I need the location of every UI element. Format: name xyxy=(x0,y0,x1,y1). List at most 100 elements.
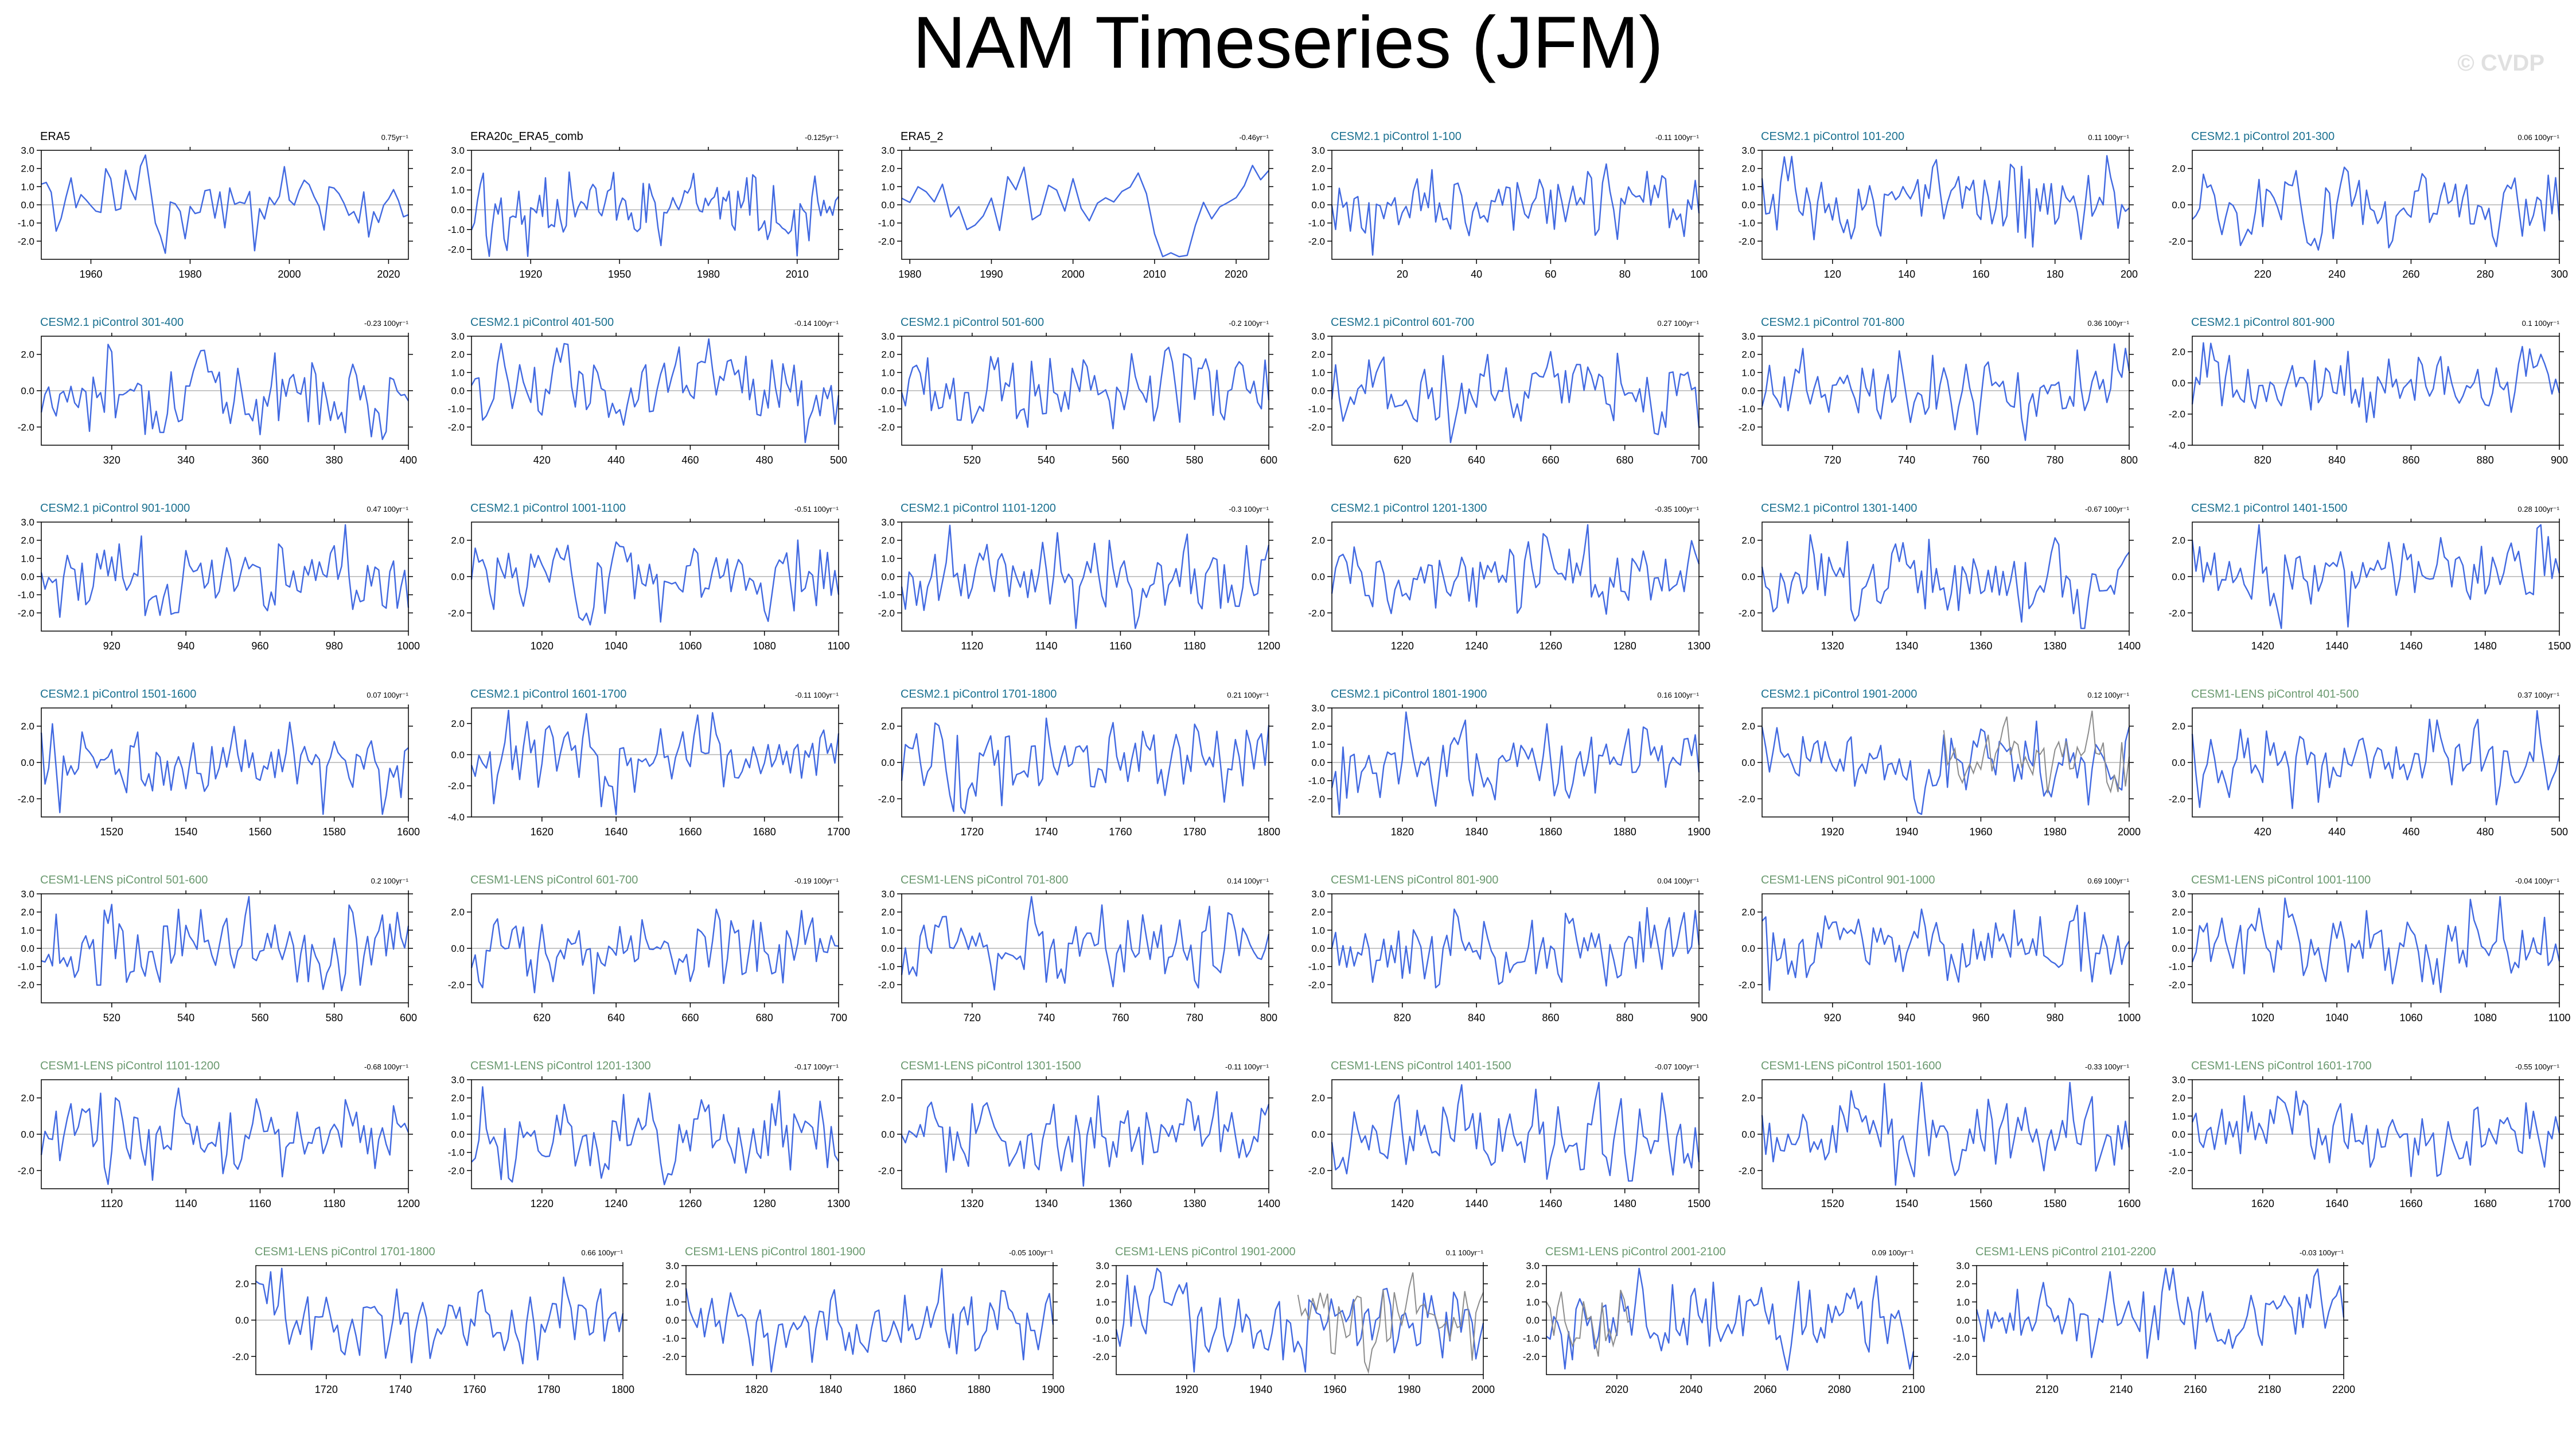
nam-panel: CESM2.1 piControl 101-200 0.11 100yr⁻¹ -2.… xyxy=(1739,130,2138,280)
y-tick-label: 0.0 xyxy=(881,1129,895,1140)
y-tick-label: 3.0 xyxy=(2172,1075,2185,1085)
y-tick-label: 3.0 xyxy=(2172,889,2185,900)
trend-label: 0.09 100yr⁻¹ xyxy=(1872,1248,1914,1257)
nam-series-line xyxy=(470,171,839,257)
y-tick-label: -2.0 xyxy=(1739,1165,1755,1176)
x-tick-label: 1680 xyxy=(753,826,776,838)
y-tick-label: 0.0 xyxy=(881,943,895,954)
y-tick-label: -2.0 xyxy=(1739,793,1755,804)
nam-panel: CESM2.1 piControl 1201-1300 -0.35 100yr⁻¹… xyxy=(1308,502,1710,652)
y-tick-label: 0.0 xyxy=(21,386,34,396)
trend-label: -0.07 100yr⁻¹ xyxy=(1655,1063,1700,1071)
x-tick-label: 740 xyxy=(1898,454,1915,466)
x-tick-label: 1980 xyxy=(178,268,201,280)
y-tick-label: -1.0 xyxy=(448,1147,465,1158)
y-tick-label: 2.0 xyxy=(21,535,34,546)
x-tick-label: 440 xyxy=(607,454,625,466)
y-tick-label: -2.0 xyxy=(2169,1165,2185,1176)
x-tick-label: 1040 xyxy=(2325,1012,2348,1024)
x-tick-label: 1000 xyxy=(397,640,420,652)
y-tick-label: 2.0 xyxy=(1741,164,1755,174)
nam-panel: CESM2.1 piControl 801-900 0.1 100yr⁻¹ -4.0… xyxy=(2169,316,2568,466)
y-tick-label: 1.0 xyxy=(665,1297,679,1307)
nam-series-line xyxy=(1331,906,1700,989)
trend-label: 0.69 100yr⁻¹ xyxy=(2087,877,2129,885)
panel-title: CESM2.1 piControl 1301-1400 xyxy=(1761,502,1917,515)
y-tick-label: 0.0 xyxy=(1741,200,1755,211)
panel-title: CESM1-LENS piControl 1001-1100 xyxy=(2191,874,2371,886)
x-tick-label: 860 xyxy=(1542,1012,1559,1024)
trend-label: 0.2 100yr⁻¹ xyxy=(371,877,409,885)
nam-series-line xyxy=(1975,1267,2345,1359)
nam-series-line xyxy=(470,709,840,816)
panel-title: CESM1-LENS piControl 401-500 xyxy=(2191,688,2359,701)
x-tick-label: 380 xyxy=(326,454,343,466)
x-tick-label: 1140 xyxy=(1035,640,1058,652)
nam-panel: CESM1-LENS piControl 501-600 0.2 100yr⁻¹ -… xyxy=(18,874,417,1024)
panel-frame xyxy=(2192,336,2560,446)
x-tick-label: 1080 xyxy=(2474,1012,2497,1024)
y-tick-label: 2.0 xyxy=(881,535,895,546)
nam-panel: CESM2.1 piControl 1101-1200 -0.3 100yr⁻¹ -… xyxy=(878,502,1280,652)
nam-panel: CESM2.1 piControl 1-100 -0.11 100yr⁻¹ -2.0… xyxy=(1308,130,1708,280)
y-tick-label: 0.0 xyxy=(665,1315,679,1326)
nam-panel: CESM1-LENS piControl 1201-1300 -0.17 100y… xyxy=(448,1060,850,1209)
panel-title: ERA5 xyxy=(40,130,70,143)
y-tick-label: -2.0 xyxy=(448,781,465,792)
panel-title: CESM2.1 piControl 401-500 xyxy=(470,316,614,329)
x-tick-label: 1560 xyxy=(1969,1198,1992,1209)
panel-title: CESM1-LENS piControl 1801-1900 xyxy=(685,1246,866,1258)
y-tick-label: 2.0 xyxy=(1741,721,1755,732)
x-tick-label: 1580 xyxy=(2044,1198,2067,1209)
x-tick-label: 1540 xyxy=(174,826,197,838)
x-tick-label: 1440 xyxy=(1465,1198,1488,1209)
x-tick-label: 1220 xyxy=(531,1198,554,1209)
nam-panel: CESM1-LENS piControl 1801-1900 -0.05 100y… xyxy=(662,1246,1065,1395)
x-tick-label: 1760 xyxy=(463,1384,486,1395)
x-tick-label: 1880 xyxy=(968,1384,991,1395)
x-tick-label: 1640 xyxy=(2325,1198,2348,1209)
y-tick-label: 3.0 xyxy=(21,517,34,528)
nam-series-line xyxy=(2191,1091,2561,1177)
trend-label: -0.125yr⁻¹ xyxy=(805,133,839,142)
nam-series-line xyxy=(40,524,410,618)
x-tick-label: 500 xyxy=(830,454,847,466)
y-tick-label: 0.0 xyxy=(881,200,895,211)
y-tick-label: 0.0 xyxy=(21,1129,34,1140)
y-tick-label: -2.0 xyxy=(1308,236,1325,247)
trend-label: 0.28 100yr⁻¹ xyxy=(2517,505,2559,513)
trend-label: 0.16 100yr⁻¹ xyxy=(1657,691,1699,699)
nam-series-line xyxy=(2191,710,2561,810)
x-tick-label: 1720 xyxy=(961,826,984,838)
nam-series-line xyxy=(1761,534,2130,629)
panel-title: CESM2.1 piControl 301-400 xyxy=(40,316,184,329)
x-tick-label: 140 xyxy=(1898,268,1915,280)
y-tick-label: 0.0 xyxy=(2172,378,2185,388)
x-tick-label: 740 xyxy=(1038,1012,1055,1024)
y-tick-label: 0.0 xyxy=(235,1315,249,1326)
nam-panel: CESM2.1 piControl 901-1000 0.47 100yr⁻¹ -2… xyxy=(18,502,420,652)
x-tick-label: 1300 xyxy=(827,1198,850,1209)
y-tick-label: 1.0 xyxy=(1311,739,1325,750)
y-tick-label: -2.0 xyxy=(18,422,34,433)
panel-frame xyxy=(471,150,839,260)
x-tick-label: 960 xyxy=(1972,1012,1989,1024)
x-tick-label: 1960 xyxy=(79,268,102,280)
y-tick-label: 1.0 xyxy=(1096,1297,1109,1307)
x-tick-label: 1840 xyxy=(1465,826,1488,838)
panel-title: CESM2.1 piControl 501-600 xyxy=(901,316,1044,329)
y-tick-label: 0.0 xyxy=(451,1129,465,1140)
x-tick-label: 1240 xyxy=(1465,640,1488,652)
y-tick-label: 0.0 xyxy=(1526,1315,1540,1326)
y-tick-label: -1.0 xyxy=(2169,1147,2185,1158)
y-tick-label: 1.0 xyxy=(21,925,34,936)
trend-label: -0.51 100yr⁻¹ xyxy=(794,505,839,513)
x-tick-label: 2100 xyxy=(1902,1384,1925,1395)
panel-title: CESM1-LENS piControl 1401-1500 xyxy=(1331,1060,1511,1072)
y-tick-label: 3.0 xyxy=(1956,1260,1970,1271)
x-tick-label: 1560 xyxy=(248,826,271,838)
panel-title: CESM2.1 piControl 1101-1200 xyxy=(901,502,1056,515)
x-tick-label: 1680 xyxy=(2474,1198,2497,1209)
panel-title: CESM2.1 piControl 1501-1600 xyxy=(40,688,196,701)
x-tick-label: 1480 xyxy=(1614,1198,1636,1209)
